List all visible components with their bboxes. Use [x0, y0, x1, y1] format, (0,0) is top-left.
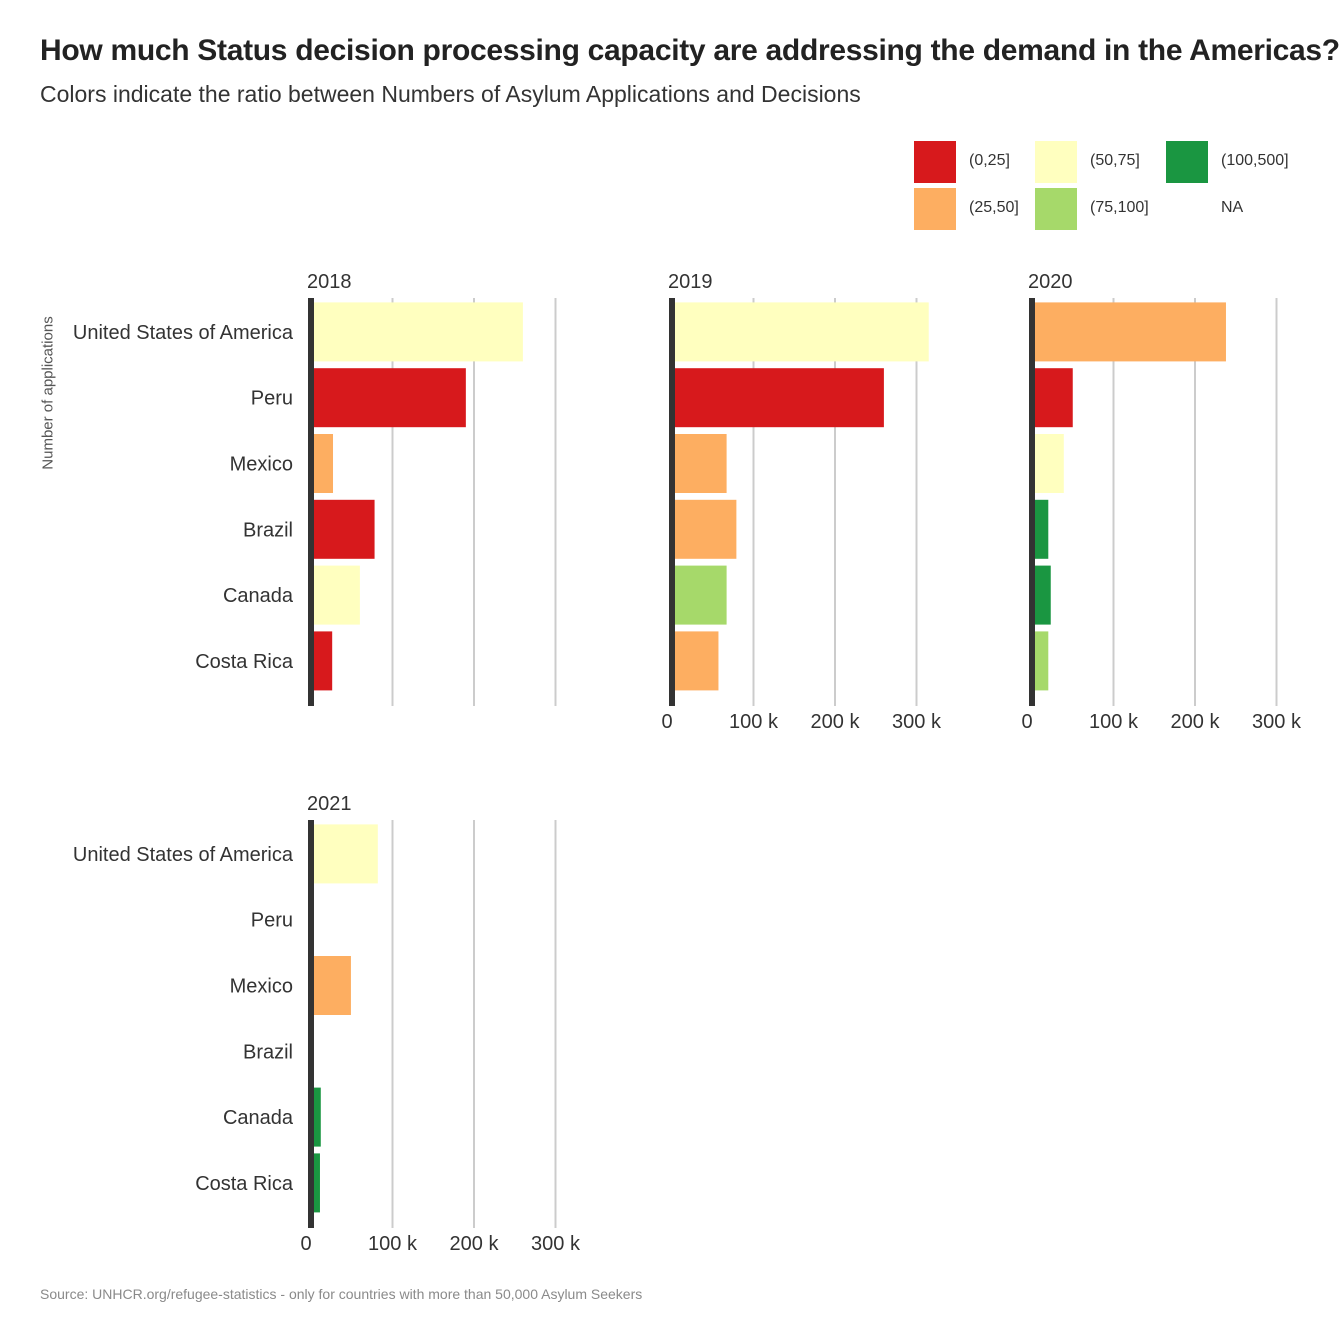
panel-2018-bar-peru	[311, 368, 466, 428]
panel-2021-x-tick-label-3: 300 k	[531, 1233, 581, 1255]
panel-2018-bar-brazil	[311, 499, 375, 559]
panel-2019-bar-costa-rica	[672, 631, 719, 691]
panel-2021-category-label-brazil: Brazil	[243, 1041, 293, 1063]
panel-2018-label: 2018	[307, 271, 352, 293]
panel-2019-x-tick-label-1: 100 k	[729, 711, 779, 733]
panel-2020-x-tick-label-1: 100 k	[1089, 711, 1139, 733]
panel-2021-x-tick-label-2: 200 k	[450, 1233, 500, 1255]
panel-2020-x-tick-label-0: 0	[1021, 711, 1032, 733]
panel-2020-bar-costa-rica	[1032, 631, 1049, 691]
panel-2020-bar-brazil	[1032, 499, 1049, 559]
panel-2019-label: 2019	[668, 271, 713, 293]
panel-2021-bar-united-states-of-america	[311, 824, 378, 884]
panel-2019-x-tick-label-0: 0	[661, 711, 672, 733]
panel-2018-category-label-peru: Peru	[251, 388, 293, 410]
panel-2021-category-label-united-states-of-america: United States of America	[73, 844, 294, 866]
panel-2018-category-label-mexico: Mexico	[230, 454, 293, 476]
panel-2018-category-label-canada: Canada	[223, 585, 294, 607]
panel-2018-bar-canada	[311, 565, 360, 625]
panel-2021-bar-costa-rica	[311, 1153, 320, 1213]
panel-2021-x-tick-label-0: 0	[300, 1233, 311, 1255]
panel-2021-bar-canada	[311, 1087, 321, 1147]
panel-2018-bar-costa-rica	[311, 631, 333, 691]
panel-2021-category-label-mexico: Mexico	[230, 976, 293, 998]
panel-2019-bar-mexico	[672, 434, 727, 493]
panel-2019-bar-united-states-of-america	[672, 302, 929, 362]
panel-2021-category-label-peru: Peru	[251, 910, 293, 932]
panel-2021-bar-mexico	[311, 956, 351, 1015]
panel-2021-label: 2021	[307, 793, 352, 815]
panel-2020-x-tick-label-2: 200 k	[1171, 711, 1221, 733]
panel-2020-x-tick-label-3: 300 k	[1252, 711, 1302, 733]
panel-2019-bar-canada	[672, 565, 727, 625]
panel-2019-bar-brazil	[672, 499, 737, 559]
chart-subtitle: Colors indicate the ratio between Number…	[40, 81, 861, 107]
panel-2021-category-label-canada: Canada	[223, 1107, 294, 1129]
panel-2020-label: 2020	[1028, 271, 1073, 293]
panel-2019-x-tick-label-2: 200 k	[811, 711, 861, 733]
panel-2020-bar-canada	[1032, 565, 1051, 625]
panel-2021-category-label-costa-rica: Costa Rica	[195, 1173, 294, 1195]
chart-title: How much Status decision processing capa…	[40, 34, 1340, 67]
panel-2018-bar-united-states-of-america	[311, 302, 523, 362]
panel-2018-bar-mexico	[311, 434, 334, 493]
panel-2020-bar-united-states-of-america	[1032, 302, 1226, 362]
panel-2019-x-tick-label-3: 300 k	[892, 711, 942, 733]
panel-2018-category-label-brazil: Brazil	[243, 519, 293, 541]
panel-2020-bar-peru	[1032, 368, 1073, 428]
source-caption: Source: UNHCR.org/refugee-statistics - o…	[40, 1286, 643, 1302]
panel-2020-bar-mexico	[1032, 434, 1064, 493]
panel-2021-x-tick-label-1: 100 k	[368, 1233, 418, 1255]
panel-2019-bar-peru	[672, 368, 884, 428]
panel-2018-category-label-costa-rica: Costa Rica	[195, 651, 294, 673]
panel-2018-category-label-united-states-of-america: United States of America	[73, 322, 294, 344]
